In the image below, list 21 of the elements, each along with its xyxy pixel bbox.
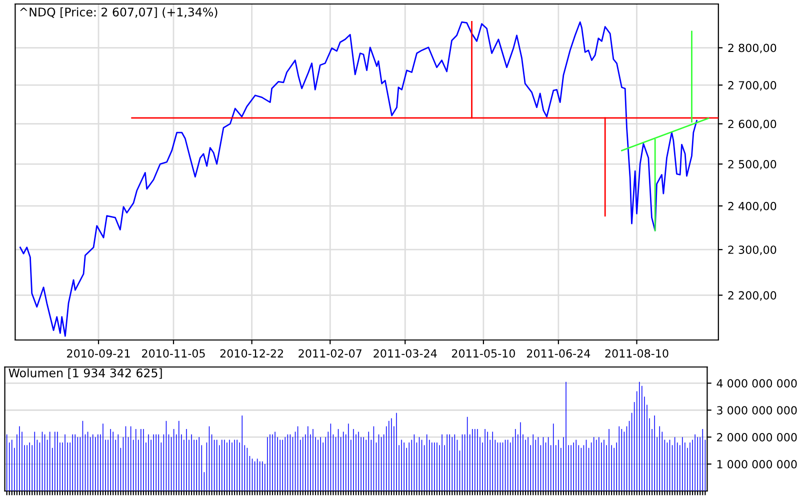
- x-tick-label: 2011-08-10: [605, 349, 668, 358]
- x-tick-label: 2010-09-21: [67, 349, 130, 358]
- y-tick-label: 2 500,00: [728, 160, 776, 170]
- x-tick-label: 2011-05-10: [452, 349, 515, 358]
- y-tick-label: 2 200,00: [728, 291, 776, 301]
- y-tick-label: 2 600,00: [728, 120, 776, 130]
- chart-title: Wolumen [1 934 342 625]: [8, 368, 162, 379]
- x-tick-label: 2011-02-07: [298, 349, 362, 358]
- y-tick-label: 4 000 000 000: [716, 379, 797, 388]
- y-tick-label: 2 800,00: [728, 44, 776, 54]
- y-tick-label: 3 000 000 000: [717, 406, 797, 415]
- y-tick-label: 2 400,00: [728, 202, 776, 212]
- x-tick-label: 2010-12-22: [220, 349, 283, 358]
- y-tick-label: 2 000 000 000: [717, 433, 797, 442]
- x-tick-label: 2011-06-24: [526, 349, 590, 358]
- x-tick-label: 2011-03-24: [374, 349, 437, 358]
- y-tick-label: 1 000 000 000: [717, 460, 797, 468]
- x-tick-label: 2010-11-05: [142, 349, 205, 358]
- chart-title: ^NDQ [Price: 2 607,07] (+1,34%): [20, 7, 218, 18]
- y-tick-label: 2 700,00: [728, 81, 776, 91]
- y-tick-label: 2 300,00: [728, 246, 776, 256]
